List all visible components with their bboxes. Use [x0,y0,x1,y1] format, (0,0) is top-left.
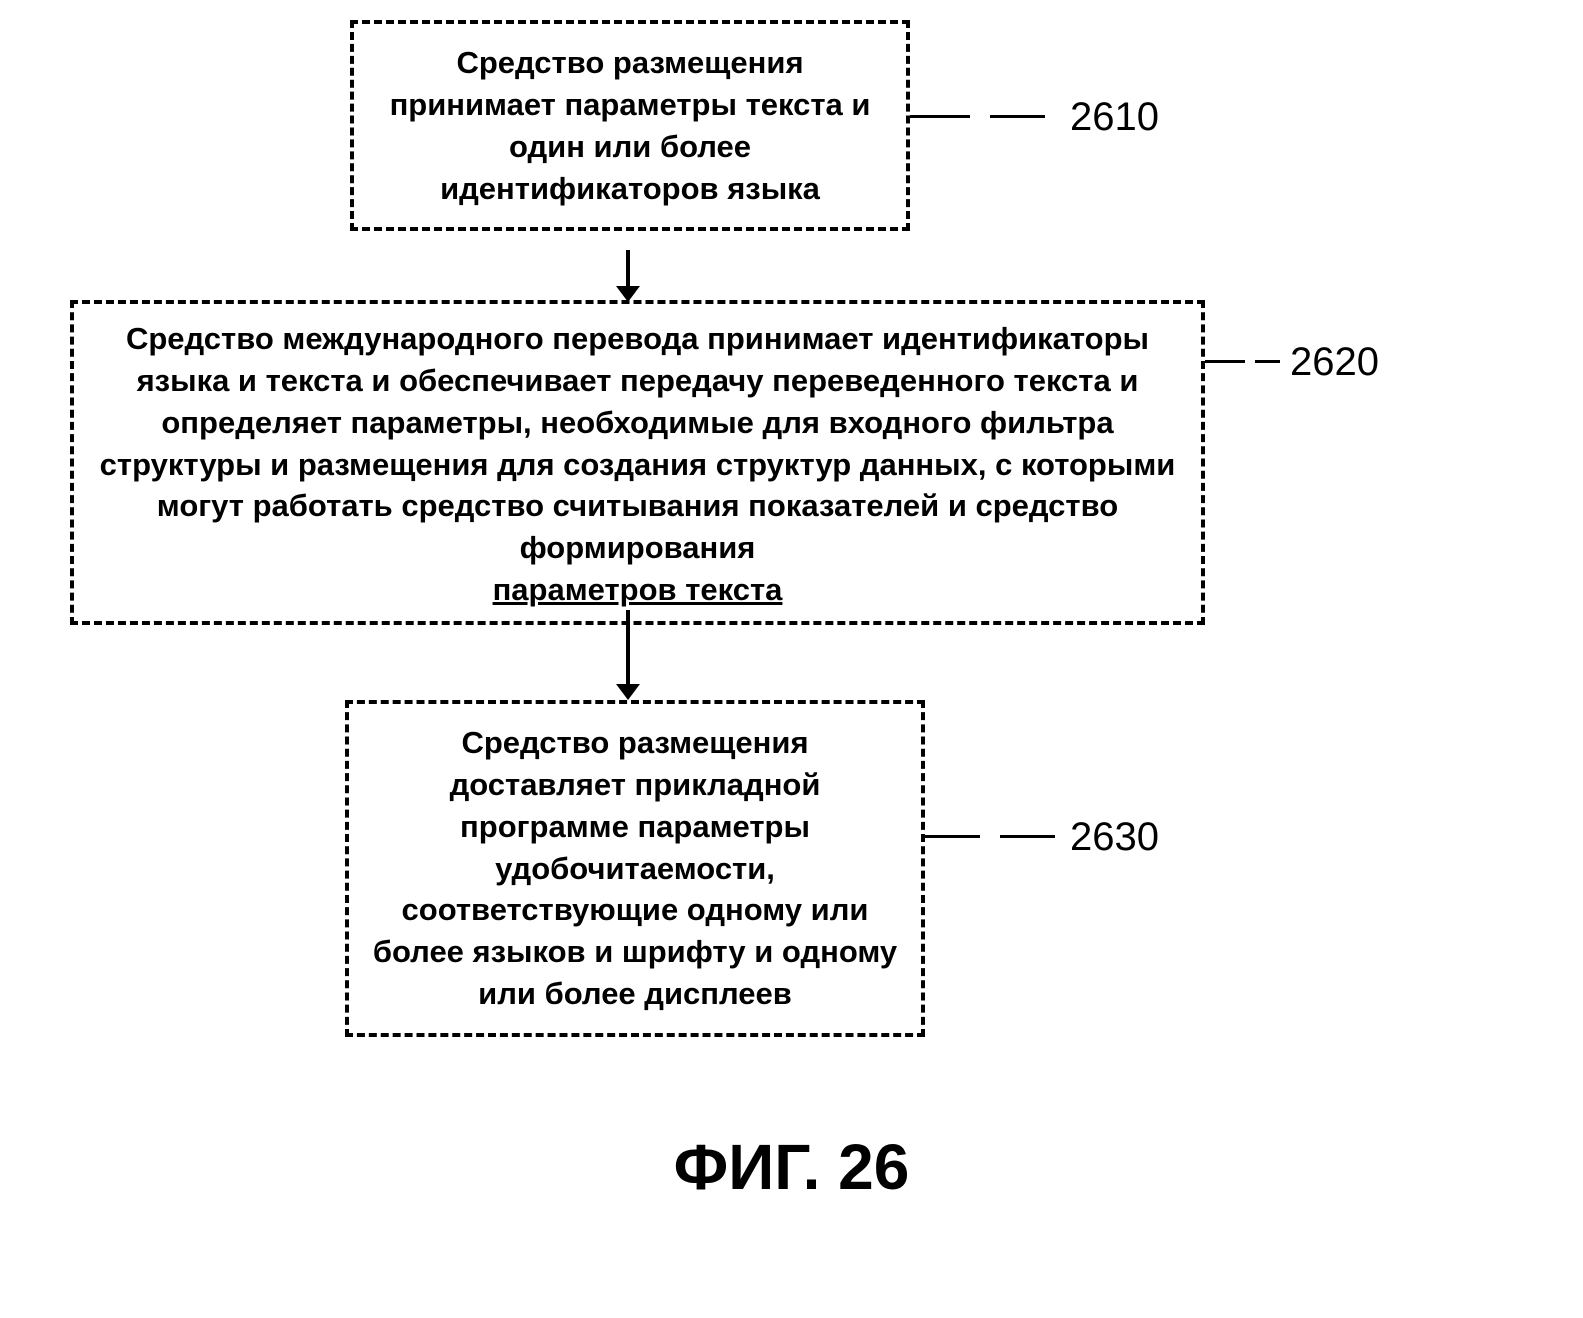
flow-step-2: Средство международного перевода принима… [70,300,1205,625]
flow-step-3: Средство размещения доставляет прикладно… [345,700,925,1037]
reference-label-1: 2610 [1070,95,1159,140]
flowchart-container: Средство размещения принимает параметры … [0,0,1583,1318]
figure-caption: ФИГ. 26 [0,1130,1583,1204]
flow-step-1-text: Средство размещения принимает параметры … [390,45,871,206]
leader-line-1 [910,115,970,118]
flow-step-2-text-main: Средство международного перевода принима… [100,321,1176,565]
reference-label-2: 2620 [1290,340,1379,385]
flow-step-3-text: Средство размещения доставляет прикладно… [373,725,897,1011]
arrow-2 [626,610,630,690]
leader-line-2 [1205,360,1245,363]
flow-step-2-text-last: параметров текста [493,572,783,607]
leader-line-3 [1000,835,1055,838]
reference-label-3: 2630 [1070,815,1159,860]
leader-line-2 [1255,360,1280,363]
leader-line-1 [990,115,1045,118]
flow-step-1: Средство размещения принимает параметры … [350,20,910,231]
arrow-1-head-icon [616,286,640,302]
leader-line-3 [925,835,980,838]
arrow-2-head-icon [616,684,640,700]
